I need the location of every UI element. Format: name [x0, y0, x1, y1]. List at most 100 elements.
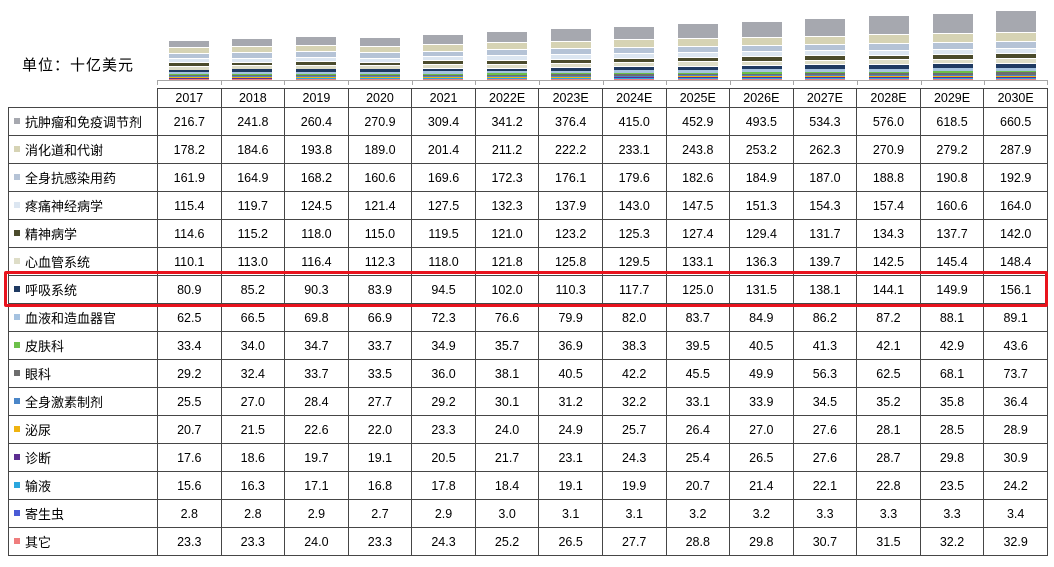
- bar-segment: [741, 72, 782, 74]
- bar-segment: [296, 51, 337, 57]
- value-cell: 102.0: [474, 275, 540, 304]
- value-cell: 201.4: [411, 135, 476, 164]
- value-cell: 49.9: [729, 359, 794, 388]
- value-cell: 534.3: [792, 107, 858, 136]
- year-header-row: 2017 2018 2019 2020 2021 2022E 2023E 2024E 2025E…: [9, 88, 1048, 108]
- bar-segment: [805, 73, 846, 76]
- row-label: 抗肿瘤和免疫调节剂: [8, 107, 158, 136]
- value-cell: 87.2: [856, 303, 921, 332]
- value-cell: 127.5: [411, 191, 476, 220]
- bar-segment: [487, 31, 528, 43]
- row-label-text: 全身抗感染用药: [25, 171, 117, 186]
- row-label: 心血管系统: [8, 247, 158, 276]
- value-cell: 129.4: [729, 219, 794, 248]
- bar-segment: [487, 73, 528, 75]
- row-label: 寄生虫: [8, 499, 158, 528]
- value-cell: 142.0: [983, 219, 1048, 248]
- stacked-bar: [996, 10, 1037, 80]
- bar-segment: [741, 65, 782, 70]
- row-label: 皮肤科: [8, 331, 158, 360]
- table-row: 全身激素制剂 25.5 27.0 28.4 27.7 29.2 30.1 31.2 32.2 33…: [8, 387, 1048, 416]
- bar-segment: [932, 68, 973, 72]
- value-cell: 123.2: [538, 219, 603, 248]
- row-label-text: 诊断: [25, 451, 52, 466]
- row-label: 诊断: [8, 443, 158, 472]
- value-cell: 138.1: [792, 275, 858, 304]
- value-cell: 241.8: [220, 107, 286, 136]
- value-cell: 3.1: [538, 499, 603, 528]
- row-label-text: 眼科: [25, 367, 52, 382]
- bar-segment: [232, 75, 273, 77]
- value-cell: 27.7: [347, 387, 413, 416]
- bar-segment: [296, 36, 337, 45]
- bar-segment: [232, 77, 273, 79]
- value-cell: 56.3: [792, 359, 858, 388]
- value-cell: 136.3: [729, 247, 794, 276]
- stacked-bar: [550, 28, 591, 80]
- data-table: 2017 2018 2019 2020 2021 2022E 2023E 2024E 2025E…: [8, 88, 1048, 556]
- bar-segment: [550, 78, 591, 79]
- value-cell: 124.5: [284, 191, 349, 220]
- value-cell: 192.9: [983, 163, 1048, 192]
- bar-segment: [487, 79, 528, 80]
- legend-swatch-icon: [14, 510, 20, 516]
- value-cell: 3.2: [729, 499, 794, 528]
- bar-segment: [741, 78, 782, 79]
- bar-segment: [677, 69, 718, 73]
- bar-segment: [614, 39, 655, 48]
- bar-segment: [550, 54, 591, 59]
- bar-segment: [614, 66, 655, 71]
- axis-tick: [729, 81, 731, 85]
- value-cell: 144.1: [856, 275, 921, 304]
- bar-segment: [550, 48, 591, 55]
- bar-segment: [996, 47, 1037, 54]
- value-cell: 376.4: [538, 107, 603, 136]
- value-cell: 121.8: [474, 247, 540, 276]
- bar-segment: [359, 77, 400, 78]
- legend-swatch-icon: [14, 314, 20, 320]
- table-row: 诊断 17.6 18.6 19.7 19.1 20.5 21.7 23.1 24.3 25.4 26…: [8, 443, 1048, 472]
- bar-segment: [741, 56, 782, 61]
- table-row: 心血管系统 110.1 113.0 116.4 112.3 118.0 121.8 125.8…: [8, 247, 1048, 276]
- value-cell: 45.5: [665, 359, 731, 388]
- bar-segment: [232, 38, 273, 47]
- bar-segment: [423, 79, 464, 80]
- value-cell: 38.3: [601, 331, 667, 360]
- row-label-text: 全身激素制剂: [25, 395, 104, 410]
- value-cell: 34.5: [792, 387, 858, 416]
- bar-segment: [932, 63, 973, 69]
- bar-segment: [996, 75, 1037, 77]
- bar-segment: [805, 50, 846, 56]
- axis-tick: [920, 81, 922, 85]
- value-cell: 3.2: [665, 499, 731, 528]
- bar-segment: [296, 68, 337, 72]
- value-cell: 82.0: [601, 303, 667, 332]
- value-cell: 157.4: [856, 191, 921, 220]
- bar-segment: [741, 75, 782, 77]
- stacked-bar: [677, 23, 718, 80]
- bar-segment: [996, 67, 1037, 71]
- value-cell: 19.7: [284, 443, 349, 472]
- row-label: 消化道和代谢: [8, 135, 158, 164]
- bar-segment: [932, 71, 973, 73]
- value-cell: 36.0: [411, 359, 476, 388]
- year-header: 2025E: [665, 88, 731, 108]
- bar-segment: [232, 65, 273, 70]
- bar-segment: [550, 58, 591, 63]
- value-cell: 24.3: [601, 443, 667, 472]
- value-cell: 125.8: [538, 247, 603, 276]
- bar-segment: [868, 15, 909, 35]
- bar-segment: [805, 78, 846, 80]
- value-cell: 17.8: [411, 471, 476, 500]
- value-cell: 125.3: [601, 219, 667, 248]
- table-corner: [9, 89, 158, 108]
- bar-segment: [677, 76, 718, 78]
- bar-segment: [868, 74, 909, 77]
- value-cell: 35.2: [856, 387, 921, 416]
- value-cell: 42.2: [601, 359, 667, 388]
- bar-segment: [232, 57, 273, 62]
- bar-segment: [677, 65, 718, 70]
- legend-swatch-icon: [14, 258, 20, 264]
- value-cell: 3.4: [983, 499, 1048, 528]
- stacked-bar: [232, 38, 273, 80]
